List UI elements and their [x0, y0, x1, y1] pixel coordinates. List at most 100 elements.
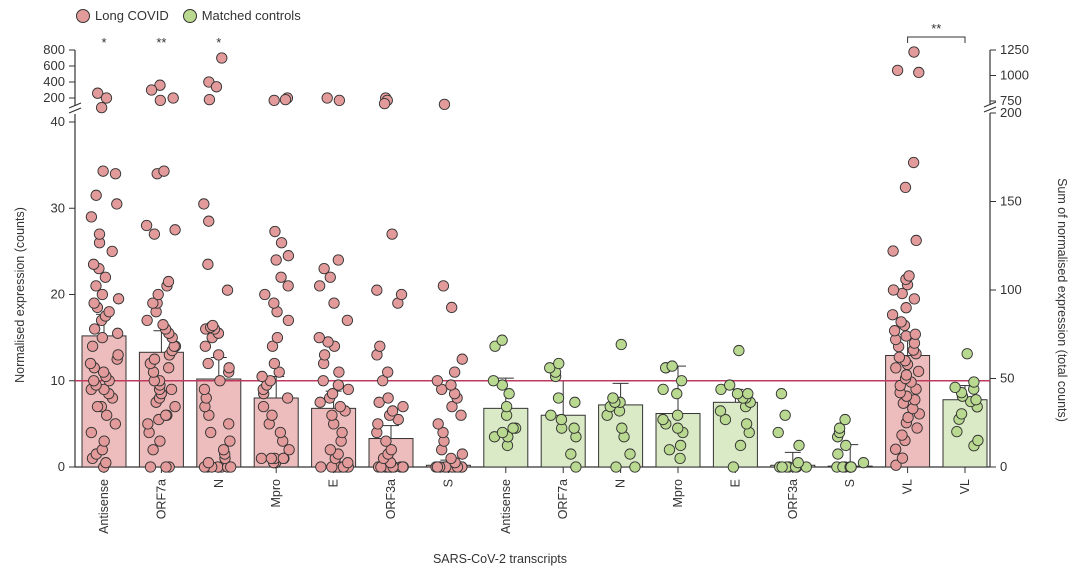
data-point-upper: [100, 92, 113, 104]
data-point: [900, 302, 912, 314]
data-point: [544, 362, 556, 374]
data-point: [437, 426, 449, 439]
data-point: [733, 344, 745, 357]
data-point: [265, 452, 277, 465]
data-point: [221, 284, 234, 296]
data-point-upper: [378, 97, 391, 110]
data-point: [93, 228, 106, 240]
data-point: [224, 435, 236, 447]
data-point: [275, 271, 287, 283]
y2-tick-label: 200: [1000, 105, 1022, 120]
data-point: [373, 396, 385, 408]
data-point: [840, 439, 852, 452]
data-point: [792, 457, 804, 469]
data-point: [112, 349, 124, 361]
y-tick-label: 20: [51, 287, 65, 302]
legend-label-matched-controls: Matched controls: [201, 8, 301, 23]
data-point: [437, 280, 450, 292]
data-point: [890, 443, 902, 455]
y-tick-upper-label: 600: [43, 58, 65, 73]
data-point-upper: [95, 101, 108, 114]
data-point: [90, 280, 102, 292]
data-point: [395, 288, 408, 301]
y-tick-label: 40: [51, 114, 65, 129]
y-tick-label: 30: [51, 200, 65, 215]
y-tick-upper-label: 400: [43, 74, 65, 89]
data-point: [318, 349, 331, 361]
data-point: [445, 452, 457, 465]
data-point: [98, 435, 110, 447]
data-point: [569, 396, 581, 408]
data-point: [282, 280, 294, 292]
data-point: [90, 189, 102, 201]
data-point: [565, 448, 577, 460]
data-point: [793, 439, 805, 452]
data-point: [269, 225, 281, 238]
data-point: [382, 392, 394, 404]
data-point-upper: [438, 98, 451, 111]
data-point: [629, 461, 641, 473]
data-point: [100, 457, 112, 469]
data-point: [886, 309, 899, 321]
y2-tick-label: 100: [1000, 282, 1022, 297]
category-label: VL: [958, 479, 972, 494]
data-point: [205, 426, 217, 439]
data-point: [266, 409, 278, 421]
data-point: [140, 219, 153, 232]
data-point: [314, 280, 326, 292]
legend-item-long-covid: Long COVID: [76, 8, 169, 23]
axes-layer: 0102030402004006008000501001502007501000…: [43, 42, 1029, 474]
data-point: [909, 328, 921, 340]
data-point: [203, 215, 215, 227]
data-point: [397, 400, 409, 413]
data-point: [101, 409, 113, 421]
points-layer: [84, 46, 984, 473]
data-point: [317, 375, 329, 387]
data-point: [103, 306, 115, 318]
data-point: [385, 444, 397, 456]
category-label: N: [614, 479, 628, 488]
data-point-upper: [210, 81, 223, 93]
category-label: S: [843, 479, 857, 487]
y2-tick-label: 50: [1000, 371, 1014, 386]
data-point-upper: [145, 84, 158, 96]
data-point: [326, 388, 339, 400]
data-point-upper: [333, 94, 346, 107]
data-point: [968, 376, 980, 388]
data-point: [87, 258, 100, 270]
data-point: [334, 400, 346, 413]
labels-layer: Antisense * ORF7a ** N * Mpro E ORF3a S Antisense O…: [97, 21, 972, 534]
data-point: [887, 245, 899, 257]
data-point: [446, 400, 458, 413]
data-point: [371, 284, 383, 296]
category-label: ORF7a: [154, 479, 168, 519]
data-point: [85, 426, 98, 439]
data-point: [106, 245, 118, 258]
data-point: [324, 444, 336, 456]
data-point: [144, 461, 157, 473]
y2-tick-upper-label: 1000: [1000, 68, 1029, 83]
data-point: [109, 418, 122, 430]
data-point: [895, 316, 907, 328]
category-label: Mpro: [671, 479, 685, 508]
data-point: [91, 400, 104, 413]
data-point: [900, 330, 912, 342]
data-point: [162, 275, 175, 288]
data-point-upper: [216, 52, 228, 64]
y-axis-break: [68, 107, 82, 114]
data-point: [165, 383, 178, 396]
data-point: [607, 392, 619, 404]
data-point: [553, 357, 565, 370]
data-point-upper: [154, 79, 166, 91]
data-point: [314, 396, 326, 408]
data-point: [552, 392, 565, 404]
data-point: [266, 340, 279, 352]
data-point: [724, 379, 736, 391]
data-point: [282, 250, 295, 262]
data-point: [88, 375, 100, 387]
data-point: [342, 383, 354, 396]
data-point: [776, 461, 788, 473]
data-point: [372, 418, 384, 430]
data-point: [198, 198, 210, 210]
data-point: [268, 357, 281, 370]
